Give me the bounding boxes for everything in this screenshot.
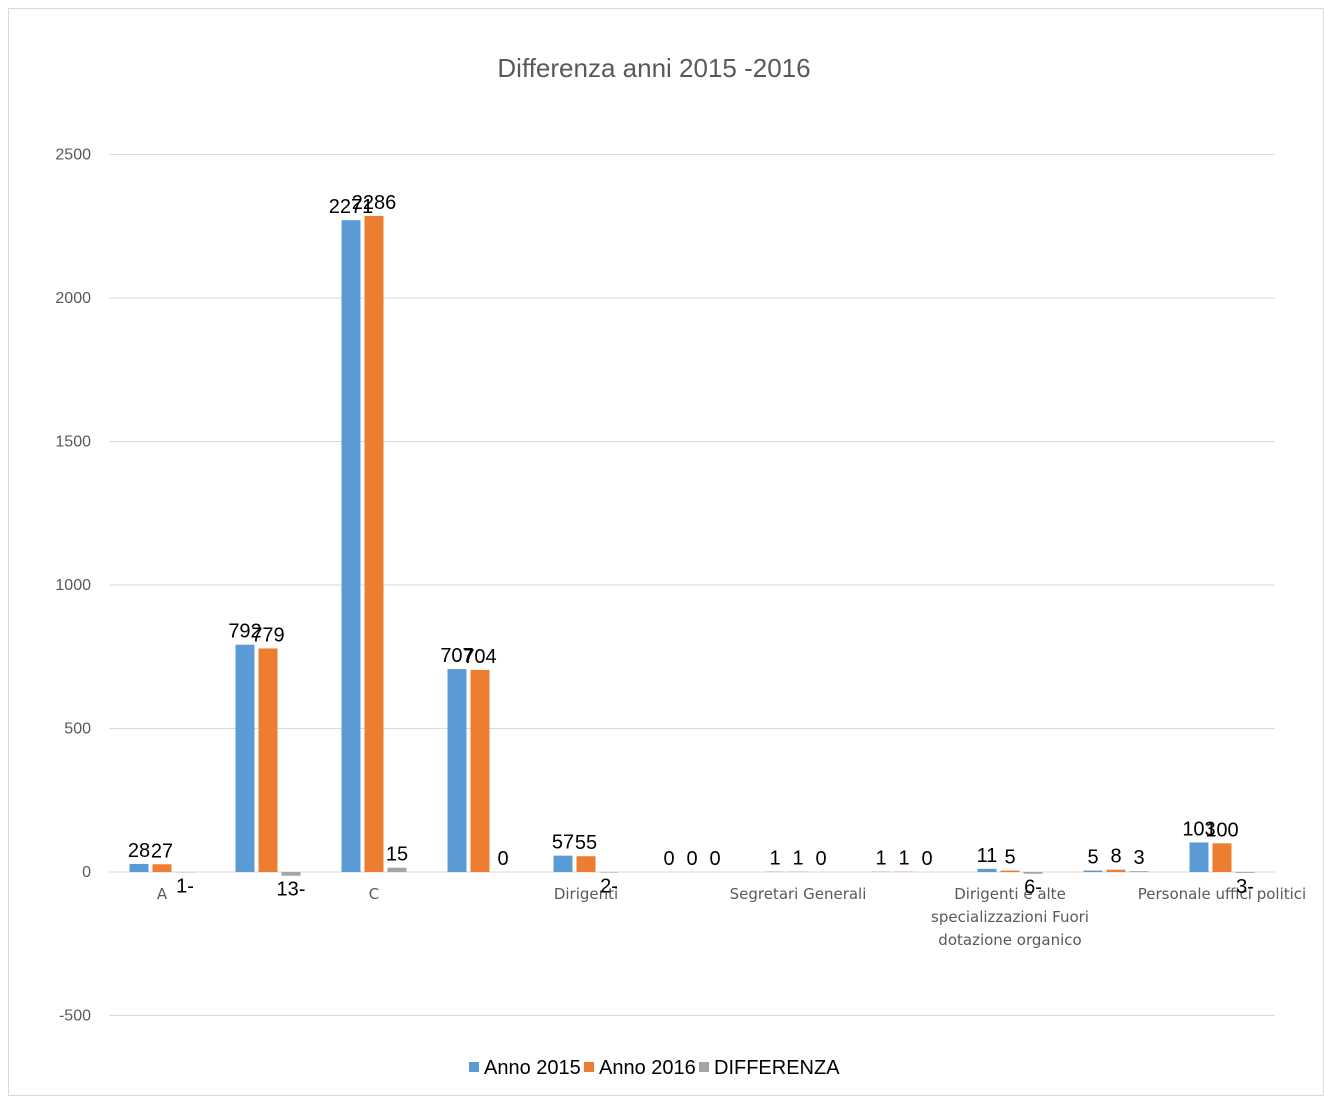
bar-s1-c0 <box>153 864 172 872</box>
data-label-s2-c4: 2- <box>600 876 618 898</box>
data-label-s1-c1: 779 <box>251 624 284 646</box>
chart-title: Differenza anni 2015 -2016 <box>497 53 810 83</box>
legend-swatch-1 <box>584 1062 594 1072</box>
bar-s0-c10 <box>1190 842 1209 872</box>
bar-s0-c1 <box>236 645 255 872</box>
legend-label-2: DIFFERENZA <box>714 1057 840 1079</box>
data-label-s2-c10: 3- <box>1236 876 1254 898</box>
data-label-s2-c3: 0 <box>497 848 508 870</box>
data-label-s1-c2: 2286 <box>352 192 397 214</box>
data-label-s2-c5: 0 <box>709 848 720 870</box>
bar-s1-c2 <box>365 216 384 872</box>
data-label-s1-c9: 8 <box>1110 846 1121 868</box>
data-label-s0-c7: 1 <box>875 848 886 870</box>
data-label-s1-c10: 100 <box>1205 819 1238 841</box>
data-label-s2-c6: 0 <box>815 848 826 870</box>
y-tick-label-2: 500 <box>64 721 91 738</box>
y-tick-label-5: 2000 <box>55 290 91 307</box>
bar-s2-c1 <box>282 872 301 876</box>
x-tick-label-6: Segretari Generali <box>730 885 867 903</box>
x-tick-label-2: C <box>369 885 379 903</box>
bar-s2-c9 <box>1130 871 1149 872</box>
legend-label-1: Anno 2016 <box>599 1057 696 1079</box>
data-label-s2-c1: 13- <box>277 879 306 901</box>
bar-s0-c4 <box>554 856 573 872</box>
data-label-s2-c2: 15 <box>386 844 408 866</box>
y-tick-label-1: 0 <box>82 864 91 881</box>
bar-s0-c3 <box>448 669 467 872</box>
data-label-s1-c6: 1 <box>792 848 803 870</box>
bar-s1-c1 <box>259 648 278 872</box>
bar-s1-c3 <box>471 670 490 872</box>
bar-s0-c0 <box>130 864 149 872</box>
legend-swatch-0 <box>469 1062 479 1072</box>
data-label-s0-c9: 5 <box>1087 847 1098 869</box>
legend: Anno 2015 Anno 2016 DIFFERENZA <box>469 1057 840 1079</box>
x-tick-label-0: A <box>157 885 168 903</box>
y-tick-label-0: -500 <box>59 1008 91 1025</box>
bar-s1-c8 <box>1001 871 1020 872</box>
y-axis-labels: -500 0 500 1000 1500 2000 2500 <box>55 147 91 1025</box>
bar-s1-c4 <box>577 856 596 872</box>
bar-s0-c9 <box>1084 871 1103 872</box>
bar-s0-c2 <box>342 220 361 872</box>
data-label-s0-c4: 57 <box>552 832 574 854</box>
data-label-s1-c8: 5 <box>1004 847 1015 869</box>
bars <box>130 216 1255 876</box>
data-label-s2-c9: 3 <box>1133 847 1144 869</box>
bar-s2-c10 <box>1236 872 1255 873</box>
y-tick-label-6: 2500 <box>55 147 91 164</box>
y-tick-label-4: 1500 <box>55 434 91 451</box>
data-label-s2-c0: 1- <box>176 875 194 897</box>
legend-label-0: Anno 2015 <box>484 1057 581 1079</box>
bar-s2-c8 <box>1024 872 1043 874</box>
bar-s2-c4 <box>600 872 619 873</box>
data-label-s0-c5: 0 <box>663 848 674 870</box>
data-label-s2-c7: 0 <box>921 848 932 870</box>
data-label-s1-c3: 704 <box>463 646 496 668</box>
y-tick-label-3: 1000 <box>55 577 91 594</box>
x-tick-label-10: Personale uffici politici <box>1138 885 1306 903</box>
bar-s2-c2 <box>388 868 407 872</box>
data-label-s0-c6: 1 <box>769 848 780 870</box>
data-label-s2-c8: 6- <box>1024 877 1042 899</box>
data-label-s1-c4: 55 <box>575 832 597 854</box>
legend-swatch-2 <box>699 1062 709 1072</box>
bar-s0-c8 <box>978 869 997 872</box>
data-label-s0-c8: 11 <box>977 845 998 867</box>
data-label-s1-c0: 27 <box>151 840 173 862</box>
bar-s1-c9 <box>1107 870 1126 872</box>
bar-s1-c10 <box>1213 843 1232 872</box>
data-label-s1-c7: 1 <box>898 848 909 870</box>
data-label-s1-c5: 0 <box>686 848 697 870</box>
data-label-s0-c0: 28 <box>128 840 150 862</box>
